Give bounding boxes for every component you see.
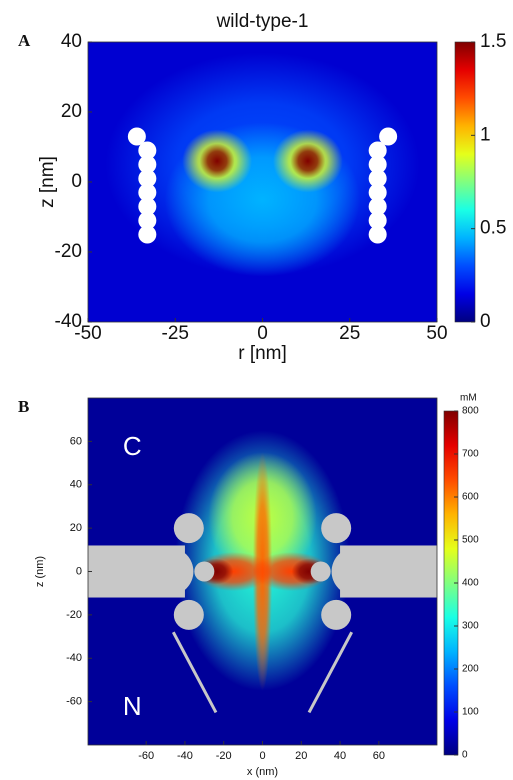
pore-bead [138,197,157,216]
y-tick-label: 40 [61,31,82,52]
tether [171,631,218,714]
membrane-bead [145,547,194,596]
pore-bead [368,169,387,188]
pore-bead [138,169,157,188]
pore-bead [138,155,157,174]
x-tick-label: -50 [74,323,101,344]
colorbar-tick-label: 0.5 [480,218,506,239]
colorbar-tick-label: 800 [462,406,479,417]
pore-bead [138,225,157,244]
membrane-bead [173,599,204,630]
x-tick-label: 0 [257,323,268,344]
y-tick-label: 0 [76,565,82,577]
colorbar-tick-label: 100 [462,707,479,718]
membrane-bead [331,547,380,596]
colorbar [454,41,476,323]
x-axis-label: x (nm) [247,766,278,778]
colorbar-tick-label: 200 [462,664,479,675]
annotation: N [123,691,142,721]
x-tick-label: 25 [339,323,360,344]
x-tick-label: 60 [373,750,385,762]
x-axis-label: r [nm] [238,343,287,364]
panel-label: B [18,397,29,416]
colorbar-unit: mM [460,393,477,404]
membrane-bead [310,561,331,582]
pore-bead [127,127,146,146]
plot-area [88,42,437,322]
pore-bead [368,155,387,174]
y-tick-label: -20 [55,241,82,262]
membrane-bead [194,561,215,582]
colorbar-tick-label: 300 [462,621,479,632]
pore-bead [138,211,157,230]
y-tick-label: 40 [70,479,82,491]
y-tick-label: 60 [70,435,82,447]
plot-area [88,398,437,745]
y-tick-label: -60 [66,696,82,708]
membrane-bead [321,599,352,630]
pore-bead [368,225,387,244]
pore-bead [368,141,387,160]
colorbar-tick-label: 1.5 [480,31,506,52]
colorbar-tick-label: 700 [462,449,479,460]
x-tick-label: 50 [426,323,447,344]
pore-bead [368,197,387,216]
pore-bead [368,183,387,202]
colorbar-tick-label: 0 [462,750,468,761]
membrane-bead [173,513,204,544]
y-tick-label: -20 [66,609,82,621]
x-tick-label: 20 [295,750,307,762]
colorbar-tick-label: 600 [462,492,479,503]
y-axis-label: z [nm] [37,156,58,208]
colorbar-tick-label: 0 [480,311,491,332]
hotspot [290,143,326,179]
y-tick-label: -40 [55,311,82,332]
y-tick-label: 20 [70,522,82,534]
membrane-bead [321,513,352,544]
y-tick-label: 20 [61,101,82,122]
y-tick-label: 0 [71,171,82,192]
pore-bead [379,127,398,146]
pore-bead [138,183,157,202]
y-tick-label: -40 [66,652,82,664]
x-tick-label: -40 [177,750,193,762]
panel-label: A [18,31,31,50]
colorbar-tick-label: 500 [462,535,479,546]
x-tick-label: 0 [259,750,265,762]
colorbar-tick-label: 1 [480,124,491,145]
x-tick-label: -20 [216,750,232,762]
x-tick-label: 40 [334,750,346,762]
chart-title: wild-type-1 [216,11,309,32]
pore-bead [368,211,387,230]
colorbar-tick-label: 400 [462,578,479,589]
tether [307,631,354,714]
x-tick-label: -25 [162,323,189,344]
pore-bead [138,141,157,160]
annotation: C [123,431,142,461]
x-tick-label: -60 [138,750,154,762]
hotspot [199,143,235,179]
y-axis-label: z (nm) [34,556,46,587]
